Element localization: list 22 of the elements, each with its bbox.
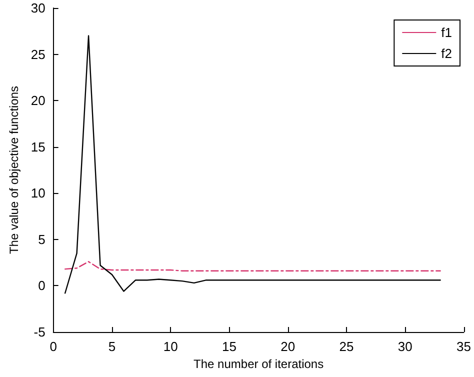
- y-tick-label: -5: [34, 324, 46, 340]
- x-tick-label: 25: [339, 339, 354, 354]
- y-tick-label: 30: [30, 0, 46, 16]
- y-tick-label: 20: [30, 93, 46, 108]
- x-axis-title: The number of iterations: [194, 357, 324, 371]
- x-tick-label: 30: [398, 339, 412, 354]
- legend-label: f2: [441, 46, 452, 61]
- y-tick-label: 5: [38, 232, 46, 247]
- x-tick-label: 5: [108, 339, 116, 354]
- line-series: [64, 261, 441, 272]
- y-tick-label: 0: [38, 278, 46, 294]
- x-tick-label: 15: [222, 339, 236, 354]
- legend-label: f1: [441, 25, 452, 40]
- x-tick-label: 20: [280, 339, 296, 354]
- y-axis-title: The value of objective functions: [7, 86, 21, 254]
- x-tick-label: 10: [163, 339, 178, 354]
- y-tick-label: 25: [30, 46, 46, 62]
- line-series: [64, 35, 441, 294]
- y-tick-label: 15: [30, 139, 46, 154]
- x-tick-label: 35: [456, 339, 472, 354]
- y-tick-label: 10: [30, 186, 46, 201]
- x-tick-label: 0: [50, 339, 57, 354]
